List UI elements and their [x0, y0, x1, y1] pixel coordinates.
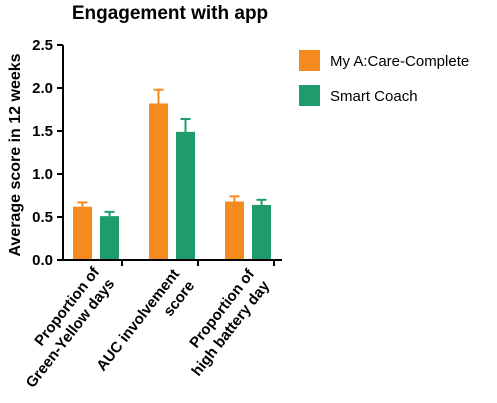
legend-swatch-smart-coach — [299, 85, 320, 106]
legend: My A:Care-Complete Smart Coach — [299, 50, 469, 106]
y-tick-label: 1.5 — [32, 123, 53, 140]
error-bars-group — [77, 88, 267, 217]
y-tick-label: 2.5 — [32, 37, 53, 54]
category-label: Proportion ofGreen-Yellow days — [8, 263, 119, 391]
bars-group — [73, 103, 271, 260]
legend-label-my-acare-complete: My A:Care-Complete — [330, 53, 469, 70]
y-tick-label: 0.0 — [32, 252, 53, 269]
y-tick-label: 0.5 — [32, 209, 53, 226]
legend-label-smart-coach: Smart Coach — [330, 88, 418, 105]
bar-my-acare-complete-0 — [73, 206, 92, 260]
y-tick-label: 1.0 — [32, 166, 53, 183]
bar-smart-coach-0 — [100, 216, 119, 260]
y-axis-label: Average score in 12 weeks — [7, 53, 24, 256]
bar-smart-coach-1 — [176, 131, 195, 260]
x-axis-ticks — [121, 260, 275, 266]
y-axis-ticks: 0.0 0.5 1.0 1.5 2.0 2.5 — [32, 37, 63, 269]
bar-smart-coach-2 — [252, 204, 271, 260]
y-tick-label: 2.0 — [32, 80, 53, 97]
legend-swatch-my-acare-complete — [299, 50, 320, 71]
chart-title: Engagement with app — [72, 3, 268, 24]
bar-my-acare-complete-2 — [225, 201, 244, 260]
bar-my-acare-complete-1 — [149, 103, 168, 260]
